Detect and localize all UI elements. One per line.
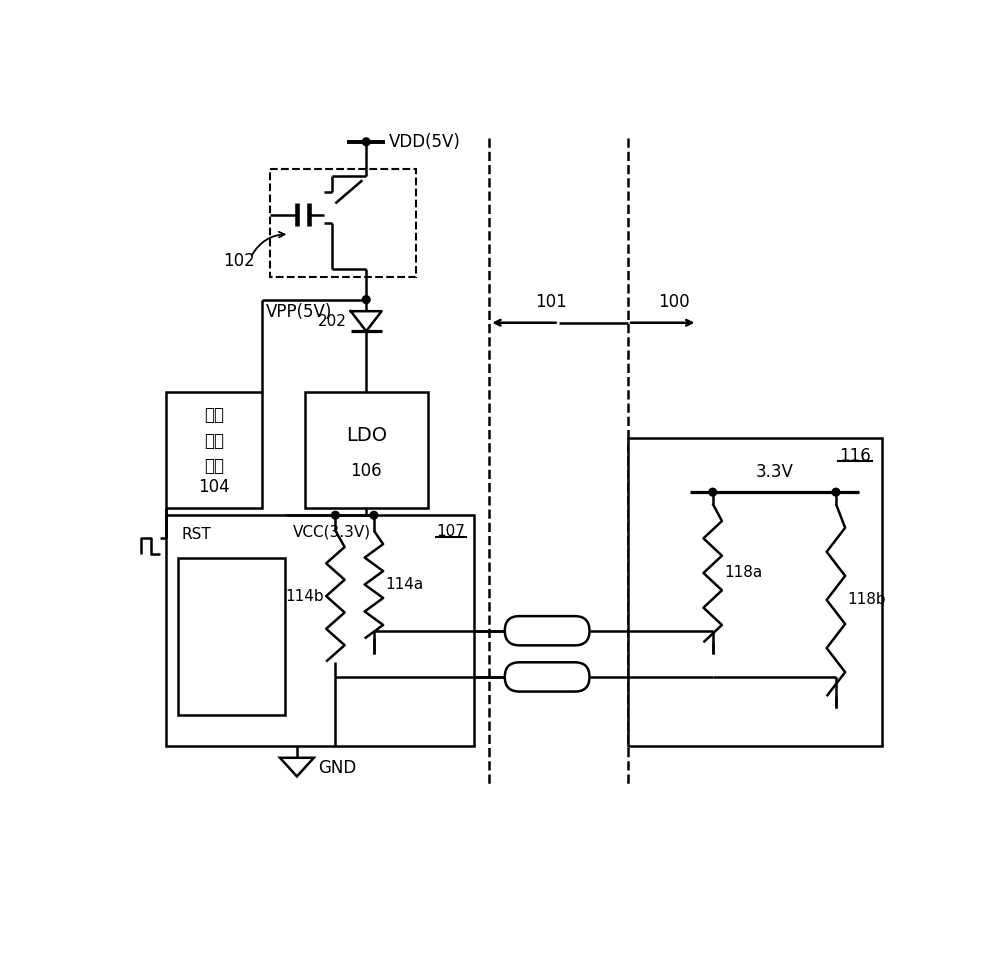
Bar (628, 438, 882, 746)
Text: 112a: 112a (528, 623, 566, 638)
Text: 电路: 电路 (221, 634, 241, 653)
Circle shape (370, 511, 378, 519)
Text: RST: RST (181, 526, 211, 542)
Text: 3.3V: 3.3V (755, 462, 793, 480)
Text: 112b: 112b (528, 670, 566, 684)
Text: 电路: 电路 (204, 456, 224, 475)
FancyBboxPatch shape (505, 616, 590, 645)
Text: GND: GND (318, 759, 356, 777)
Text: 114b: 114b (285, 589, 324, 604)
Bar (270, 168, 416, 277)
Text: 118a: 118a (724, 566, 763, 581)
Text: 逻辑: 逻辑 (221, 608, 241, 626)
Circle shape (362, 138, 370, 145)
Circle shape (709, 488, 717, 496)
Text: 118b: 118b (847, 592, 886, 608)
Text: 107: 107 (436, 524, 465, 540)
Text: 116: 116 (839, 448, 871, 465)
FancyBboxPatch shape (505, 662, 590, 692)
Text: VPP(5V): VPP(5V) (266, 303, 332, 322)
Text: 114a: 114a (385, 577, 424, 592)
Text: LDO: LDO (346, 427, 387, 445)
Circle shape (362, 296, 370, 303)
Text: VDD(5V): VDD(5V) (389, 133, 461, 151)
Circle shape (832, 488, 840, 496)
Bar (166, 392, 262, 507)
Text: 100: 100 (658, 293, 690, 311)
Text: 102: 102 (223, 252, 255, 270)
Bar (178, 558, 285, 716)
Text: 104: 104 (198, 478, 230, 496)
Text: 电源: 电源 (204, 406, 224, 424)
Circle shape (332, 511, 339, 519)
Text: 108: 108 (216, 685, 247, 702)
Text: 202: 202 (318, 314, 347, 328)
Bar (166, 515, 474, 746)
Text: 101: 101 (535, 293, 567, 311)
Text: 106: 106 (350, 461, 382, 479)
Text: 侦测: 侦测 (204, 432, 224, 450)
Bar (305, 392, 428, 507)
Text: VCC(3.3V): VCC(3.3V) (292, 524, 371, 540)
